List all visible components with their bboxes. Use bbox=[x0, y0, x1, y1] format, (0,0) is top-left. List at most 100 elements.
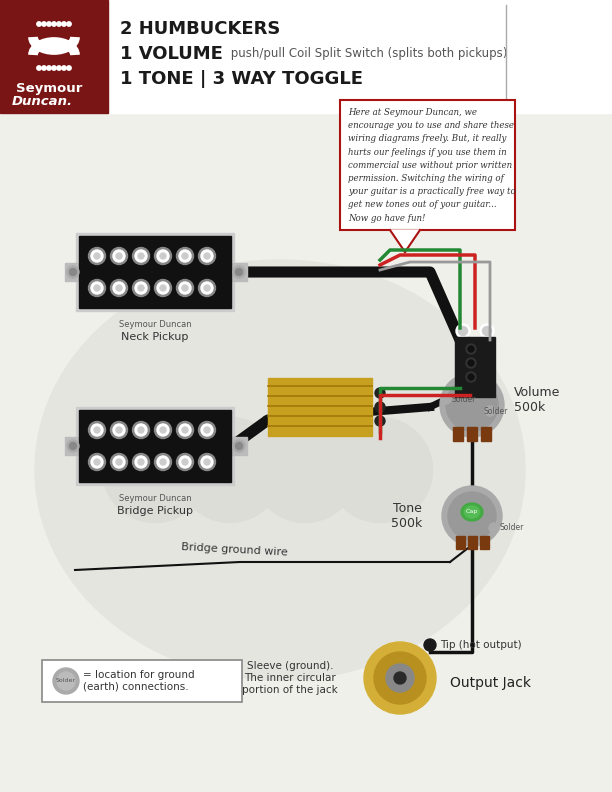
Ellipse shape bbox=[461, 503, 483, 521]
Circle shape bbox=[157, 456, 169, 468]
Circle shape bbox=[111, 247, 127, 265]
Circle shape bbox=[468, 346, 474, 352]
Circle shape bbox=[201, 250, 213, 262]
Circle shape bbox=[364, 642, 436, 714]
Bar bbox=[268, 378, 372, 436]
Circle shape bbox=[57, 66, 61, 70]
Circle shape bbox=[160, 459, 166, 465]
Circle shape bbox=[448, 492, 496, 540]
Circle shape bbox=[89, 454, 105, 470]
Text: commercial use without prior written: commercial use without prior written bbox=[348, 161, 512, 169]
Polygon shape bbox=[390, 230, 420, 252]
Circle shape bbox=[204, 459, 210, 465]
Circle shape bbox=[485, 406, 495, 416]
Circle shape bbox=[70, 443, 76, 450]
Circle shape bbox=[233, 440, 245, 452]
Text: Now go have fun!: Now go have fun! bbox=[348, 214, 425, 223]
Text: hurts our feelings if you use them in: hurts our feelings if you use them in bbox=[348, 147, 507, 157]
Circle shape bbox=[204, 253, 210, 259]
Bar bbox=[65, 263, 81, 281]
Circle shape bbox=[394, 672, 406, 684]
Circle shape bbox=[160, 253, 166, 259]
Text: push/pull Coil Split Switch (splits both pickups): push/pull Coil Split Switch (splits both… bbox=[227, 47, 507, 60]
Circle shape bbox=[179, 250, 191, 262]
Circle shape bbox=[67, 22, 71, 26]
Circle shape bbox=[135, 250, 147, 262]
Circle shape bbox=[37, 66, 41, 70]
Text: your guitar is a practically free way to: your guitar is a practically free way to bbox=[348, 187, 516, 196]
Circle shape bbox=[154, 280, 171, 296]
Circle shape bbox=[236, 443, 242, 450]
Circle shape bbox=[440, 373, 504, 437]
Text: Here at Seymour Duncan, we: Here at Seymour Duncan, we bbox=[348, 108, 477, 117]
Circle shape bbox=[135, 424, 147, 436]
Bar bbox=[340, 100, 515, 230]
Circle shape bbox=[113, 456, 125, 468]
Bar bbox=[65, 437, 81, 455]
Circle shape bbox=[442, 486, 502, 546]
Circle shape bbox=[236, 268, 242, 276]
Text: permission. Switching the wiring of: permission. Switching the wiring of bbox=[348, 174, 504, 183]
Circle shape bbox=[480, 324, 494, 338]
Circle shape bbox=[62, 66, 66, 70]
Circle shape bbox=[198, 421, 215, 439]
Circle shape bbox=[89, 280, 105, 296]
Circle shape bbox=[67, 440, 79, 452]
Circle shape bbox=[91, 456, 103, 468]
Text: Solder: Solder bbox=[452, 394, 476, 403]
Circle shape bbox=[154, 247, 171, 265]
Bar bbox=[481, 427, 491, 441]
Bar bbox=[79, 236, 231, 308]
Circle shape bbox=[176, 421, 193, 439]
Circle shape bbox=[201, 424, 213, 436]
Bar bbox=[0, 0, 612, 113]
Circle shape bbox=[179, 424, 191, 436]
Circle shape bbox=[113, 250, 125, 262]
Text: Tone
500k: Tone 500k bbox=[392, 502, 423, 530]
Circle shape bbox=[466, 344, 476, 354]
Ellipse shape bbox=[327, 417, 433, 523]
Circle shape bbox=[468, 374, 474, 380]
Text: 1 VOLUME: 1 VOLUME bbox=[120, 45, 223, 63]
Circle shape bbox=[116, 285, 122, 291]
Circle shape bbox=[116, 427, 122, 433]
Circle shape bbox=[160, 285, 166, 291]
Circle shape bbox=[94, 427, 100, 433]
Circle shape bbox=[94, 459, 100, 465]
Text: Tip (hot output): Tip (hot output) bbox=[440, 640, 521, 650]
Bar bbox=[76, 407, 234, 485]
Circle shape bbox=[468, 360, 474, 366]
Text: 1 TONE | 3 WAY TOGGLE: 1 TONE | 3 WAY TOGGLE bbox=[120, 70, 363, 88]
Circle shape bbox=[182, 459, 188, 465]
Circle shape bbox=[67, 266, 79, 278]
Circle shape bbox=[57, 672, 75, 690]
Circle shape bbox=[198, 247, 215, 265]
Circle shape bbox=[441, 394, 451, 404]
Circle shape bbox=[135, 282, 147, 294]
Circle shape bbox=[91, 424, 103, 436]
Bar bbox=[0, 0, 108, 113]
Circle shape bbox=[42, 66, 46, 70]
Circle shape bbox=[89, 421, 105, 439]
Text: encourage you to use and share these: encourage you to use and share these bbox=[348, 121, 514, 130]
Circle shape bbox=[133, 421, 149, 439]
Circle shape bbox=[458, 326, 468, 336]
Circle shape bbox=[489, 523, 499, 533]
Circle shape bbox=[116, 459, 122, 465]
Circle shape bbox=[204, 427, 210, 433]
Circle shape bbox=[47, 22, 51, 26]
Bar bbox=[455, 337, 495, 397]
Circle shape bbox=[154, 454, 171, 470]
Bar bbox=[42, 660, 242, 702]
Ellipse shape bbox=[177, 417, 283, 523]
Circle shape bbox=[157, 250, 169, 262]
Circle shape bbox=[111, 421, 127, 439]
Ellipse shape bbox=[102, 417, 207, 523]
Circle shape bbox=[375, 402, 385, 412]
Bar bbox=[480, 536, 489, 549]
Circle shape bbox=[386, 664, 414, 692]
Circle shape bbox=[42, 22, 46, 26]
Circle shape bbox=[424, 639, 436, 651]
Circle shape bbox=[201, 282, 213, 294]
Circle shape bbox=[70, 268, 76, 276]
